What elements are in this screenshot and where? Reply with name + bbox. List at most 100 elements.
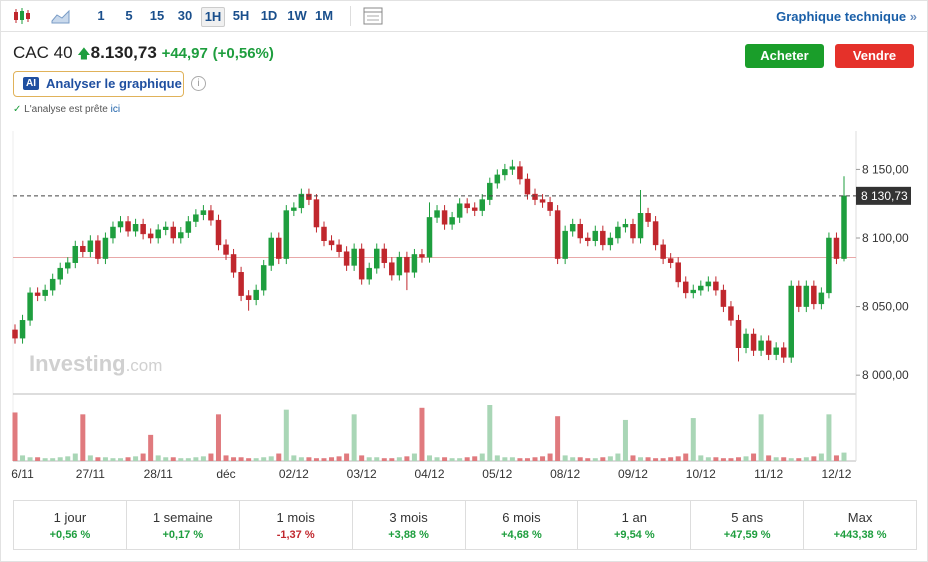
candle-body xyxy=(487,182,493,200)
candle-icon[interactable] xyxy=(11,7,33,25)
volume-bar xyxy=(449,458,455,461)
volume-bar xyxy=(577,457,583,461)
candle-body xyxy=(268,237,274,266)
performance-cell[interactable]: 1 jour +0,56 % xyxy=(14,501,126,549)
interval-button[interactable]: 1W xyxy=(287,8,307,23)
candle-body xyxy=(826,237,832,294)
x-tick-label: 04/12 xyxy=(414,467,444,481)
candle-body xyxy=(95,240,101,259)
indicator-icon[interactable] xyxy=(363,7,383,25)
volume-bar xyxy=(366,457,372,461)
watermark: Investing.com xyxy=(29,351,162,376)
volume-bar xyxy=(622,419,628,461)
volume-bar xyxy=(743,456,749,461)
volume-bar xyxy=(592,458,598,461)
interval-button[interactable]: 1M xyxy=(314,8,334,23)
x-tick-label: 09/12 xyxy=(618,467,648,481)
analyze-button[interactable]: AI Analyser le graphique xyxy=(13,71,184,97)
candle-body xyxy=(758,340,764,351)
interval-button[interactable]: 1H xyxy=(201,7,225,27)
performance-cell[interactable]: 6 mois +4,68 % xyxy=(464,501,578,549)
sell-button[interactable]: Vendre xyxy=(835,44,914,68)
candle-body xyxy=(494,174,501,184)
volume-bar xyxy=(502,457,508,461)
candle-body xyxy=(298,193,305,209)
candle-body xyxy=(178,232,184,239)
performance-cell[interactable]: 5 ans +47,59 % xyxy=(690,501,803,549)
volume-bar xyxy=(434,457,440,461)
period: 1 an xyxy=(621,510,647,525)
candle-body xyxy=(155,229,161,239)
period-change: +3,88 % xyxy=(388,529,429,541)
performance-cell[interactable]: 1 an +9,54 % xyxy=(577,501,690,549)
interval-button[interactable]: 1 xyxy=(97,8,105,23)
technical-link[interactable]: Graphique technique » xyxy=(776,9,917,24)
separator xyxy=(350,6,351,26)
volume-bar xyxy=(683,453,689,461)
performance-cell[interactable]: 1 mois -1,37 % xyxy=(238,501,352,549)
performance-cell[interactable]: 3 mois +3,88 % xyxy=(351,501,465,549)
period-change: +47,59 % xyxy=(723,529,771,541)
status-link[interactable]: ici xyxy=(110,104,121,115)
chart: Investing.com 8 000,00 8 050,00 8 100,00 8 1… xyxy=(11,131,911,481)
volume-bar xyxy=(42,458,48,461)
volume-bar xyxy=(630,455,636,461)
volume-bar xyxy=(163,457,169,461)
volume-bar xyxy=(118,458,124,461)
candle-body xyxy=(803,285,810,307)
volume-bar xyxy=(231,457,237,461)
status: ✓ L'analyse est prête ici xyxy=(13,104,121,115)
status-text: L'analyse est prête xyxy=(24,104,108,115)
volume-bar xyxy=(208,453,214,461)
interval-button[interactable]: 30 xyxy=(177,8,193,23)
change-pct: (+0,56%) xyxy=(212,45,274,62)
instrument-name: CAC 40 xyxy=(13,43,73,62)
x-tick-label: 28/11 xyxy=(144,467,173,481)
interval-button[interactable]: 1D xyxy=(260,8,278,23)
volume-bar xyxy=(509,457,515,461)
candle-body xyxy=(389,262,395,276)
volume-bar xyxy=(381,458,387,461)
volume-bar xyxy=(20,455,26,461)
candle-body xyxy=(788,285,794,358)
interval-button[interactable]: 5 xyxy=(125,8,133,23)
area-icon[interactable] xyxy=(51,8,71,24)
candle-body xyxy=(117,221,124,228)
volume-bar xyxy=(600,457,606,461)
volume-bar xyxy=(27,457,33,461)
volume-bar xyxy=(155,455,161,461)
candle-body xyxy=(366,267,372,280)
link-text: Graphique technique xyxy=(776,9,907,24)
volume-bar xyxy=(298,457,304,461)
performance-cell[interactable]: 1 semaine +0,17 % xyxy=(125,501,239,549)
candle-body xyxy=(713,281,719,291)
interval-button[interactable]: 15 xyxy=(149,8,165,23)
candle-body xyxy=(637,213,644,239)
performance-cell[interactable]: Max +443,38 % xyxy=(803,501,916,549)
candle-body xyxy=(743,333,749,348)
buy-button[interactable]: Acheter xyxy=(745,44,824,68)
candle-body xyxy=(728,306,734,321)
candle-body xyxy=(773,347,779,355)
quote: CAC 40 🡅8.130,73 +44,97 (+0,56%) xyxy=(13,43,274,67)
candle-body xyxy=(532,193,538,200)
volume-bar xyxy=(479,453,485,461)
volume-bar xyxy=(555,416,561,461)
candle-body xyxy=(667,258,674,263)
info-icon[interactable]: i xyxy=(191,76,206,91)
x-tick-label: 10/12 xyxy=(686,467,716,481)
candle-body xyxy=(502,169,508,176)
candle-body xyxy=(65,262,71,269)
volume-bar xyxy=(607,456,613,461)
candle-body xyxy=(833,237,840,259)
period: 1 jour xyxy=(53,510,87,525)
volume-bar xyxy=(200,456,206,461)
candle-body xyxy=(841,195,847,259)
candle-body xyxy=(373,248,380,269)
interval-button[interactable]: 5H xyxy=(232,8,250,23)
candle-body xyxy=(253,289,259,300)
x-tick-label: 27/11 xyxy=(76,467,105,481)
volume-bar xyxy=(411,453,417,461)
candle-body xyxy=(351,248,357,266)
